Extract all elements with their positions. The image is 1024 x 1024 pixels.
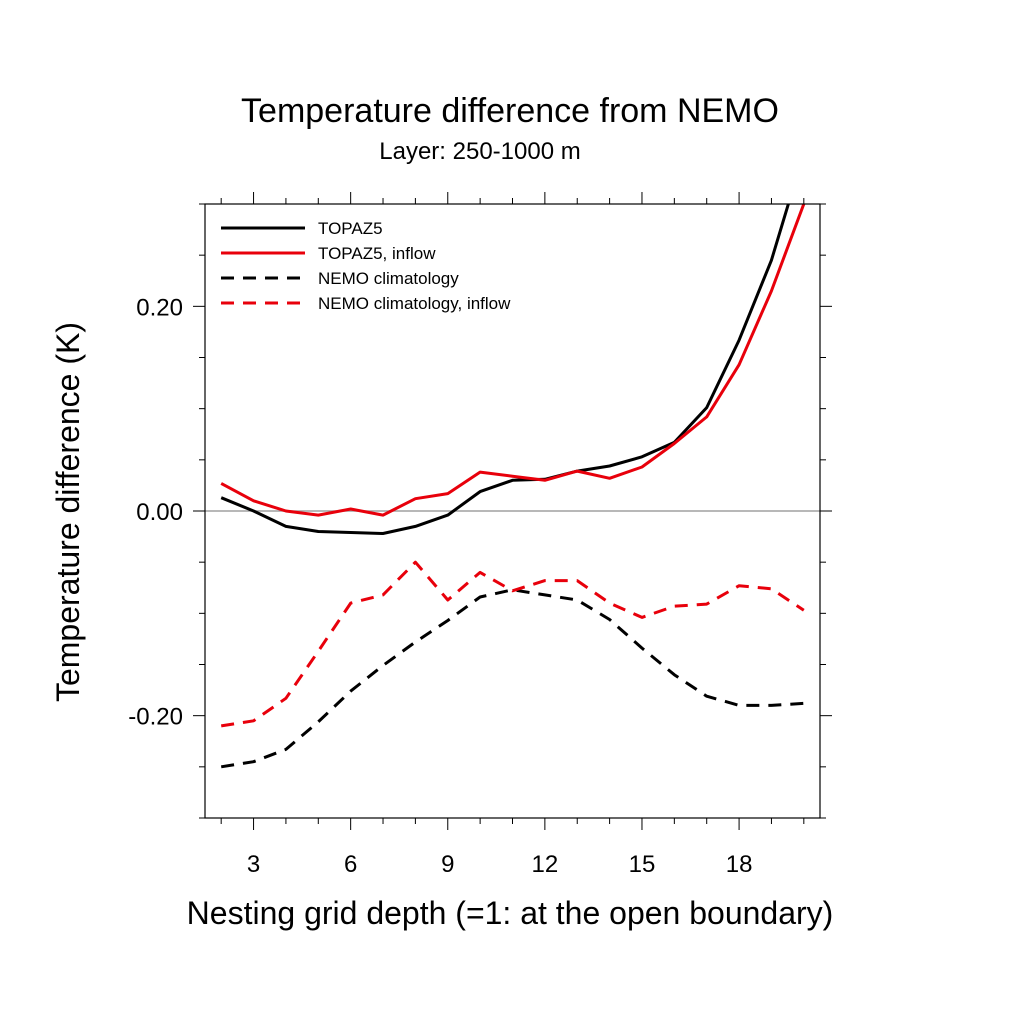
x-tick-label: 9 xyxy=(441,851,454,878)
chart-subtitle: Layer: 250-1000 m xyxy=(379,138,580,165)
series-line-3 xyxy=(220,588,804,769)
legend-label-2: TOPAZ5, inflow xyxy=(318,244,436,263)
legend-label-4: NEMO climatology, inflow xyxy=(318,294,511,313)
y-axis-label: Temperature difference (K) xyxy=(50,322,86,702)
y-tick-label: 0.00 xyxy=(136,499,183,526)
axes-layer: 3 6 9 12 15 18 -0.20 0.00 0.20 xyxy=(128,192,832,878)
series-layer xyxy=(205,204,820,769)
series-line-4 xyxy=(220,560,805,728)
x-axis-label: Nesting grid depth (=1: at the open boun… xyxy=(187,895,834,931)
chart-title: Temperature difference from NEMO xyxy=(241,92,779,130)
series-line-2 xyxy=(220,204,806,517)
x-tick-label: 15 xyxy=(629,851,656,878)
x-tick-label: 6 xyxy=(344,851,357,878)
x-tick-label: 3 xyxy=(247,851,260,878)
legend-label-1: TOPAZ5 xyxy=(318,219,383,238)
y-tick-label: 0.20 xyxy=(136,294,183,321)
y-tick-label: -0.20 xyxy=(128,704,183,731)
x-tick-label: 12 xyxy=(532,851,559,878)
legend: TOPAZ5 TOPAZ5, inflow NEMO climatology NEMO… xyxy=(221,219,511,313)
legend-label-3: NEMO climatology xyxy=(318,269,459,288)
x-tick-label: 18 xyxy=(726,851,753,878)
series-line-1 xyxy=(220,204,790,535)
